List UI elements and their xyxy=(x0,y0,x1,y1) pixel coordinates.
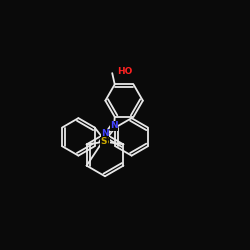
Text: N: N xyxy=(101,129,109,138)
Text: S: S xyxy=(101,138,107,146)
Text: HO: HO xyxy=(117,68,132,76)
Text: N: N xyxy=(110,121,118,130)
Text: S: S xyxy=(103,138,109,146)
